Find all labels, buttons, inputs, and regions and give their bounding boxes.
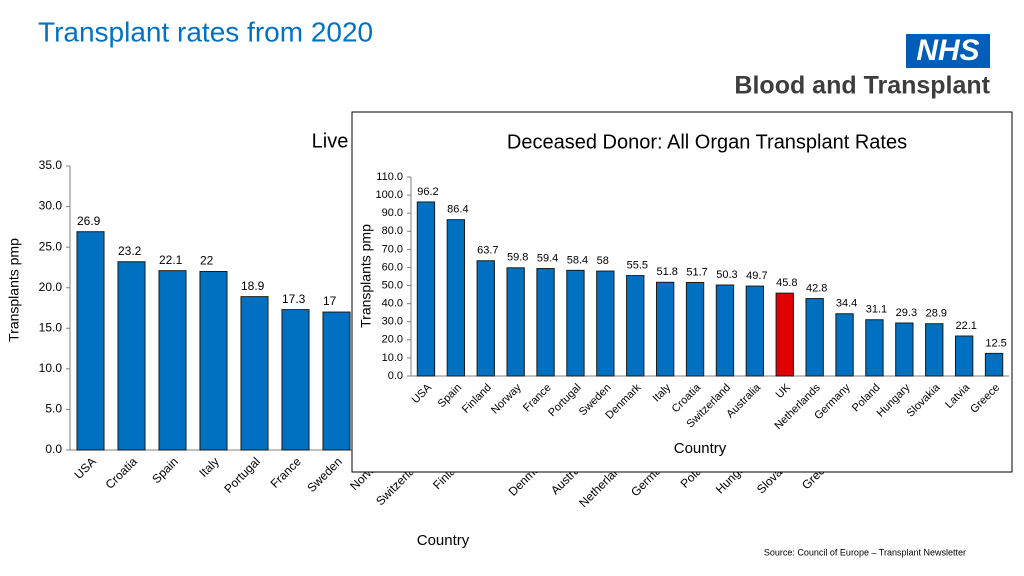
y-tick-label: 35.0 (39, 158, 63, 172)
value-label: 34.4 (836, 298, 857, 310)
y-tick-label: 30.0 (39, 199, 63, 213)
value-label: 45.8 (776, 277, 797, 289)
bar (240, 296, 269, 451)
chart-title: Live (312, 130, 349, 152)
y-tick-label: 50.0 (382, 279, 403, 291)
x-tick-label: USA (72, 454, 99, 481)
source-note: Source: Council of Europe – Transplant N… (764, 547, 966, 557)
bar (446, 219, 466, 377)
bar (416, 201, 436, 377)
value-label: 17.3 (282, 292, 306, 306)
bar (117, 261, 146, 451)
value-label: 59.4 (537, 252, 558, 264)
bar (745, 285, 765, 377)
value-label: 49.7 (746, 270, 767, 282)
y-tick-label: 10.0 (382, 352, 403, 364)
y-tick-label: 110.0 (376, 171, 403, 183)
y-tick-label: 100.0 (375, 189, 403, 201)
bar (655, 281, 675, 377)
y-tick-label: 20.0 (39, 280, 63, 294)
bar (281, 309, 310, 451)
y-tick-label: 0.0 (388, 370, 403, 382)
value-label: 18.9 (241, 279, 265, 293)
deceased-donor-chart: Deceased Donor: All Organ Transplant Rat… (351, 111, 1013, 473)
logo-box (906, 34, 990, 68)
value-label: 29.3 (896, 307, 917, 319)
bar (536, 268, 555, 377)
bar (805, 298, 824, 377)
y-tick-label: 5.0 (45, 402, 62, 416)
bar (715, 284, 735, 377)
value-label: 23.2 (118, 244, 142, 258)
bar (775, 292, 794, 377)
y-tick-label: 15.0 (39, 320, 63, 334)
x-tick-label: France (268, 454, 305, 491)
y-tick-label: 60.0 (382, 261, 403, 273)
logo-mark: NHS (916, 34, 979, 67)
bar (895, 322, 914, 377)
value-label: 59.8 (507, 252, 528, 264)
value-label: 31.1 (866, 304, 887, 316)
bar (626, 275, 645, 377)
value-label: 51.8 (656, 266, 677, 278)
value-label: 51.7 (686, 266, 707, 278)
value-label: 55.5 (627, 260, 648, 272)
bar (322, 311, 351, 451)
x-tick-label: Sweden (304, 454, 345, 495)
value-label: 96.2 (417, 186, 438, 198)
bar (76, 231, 105, 451)
bar (596, 270, 615, 377)
bar (984, 352, 1004, 377)
bar (865, 319, 884, 377)
bar (158, 270, 187, 451)
value-label: 58 (597, 255, 609, 267)
y-tick-label: 40.0 (382, 298, 403, 310)
bar (199, 270, 228, 451)
y-tick-label: 90.0 (382, 207, 403, 219)
value-label: 22.1 (159, 253, 183, 267)
y-tick-label: 20.0 (382, 334, 403, 346)
x-tick-label: Italy (196, 454, 221, 479)
x-axis-label: Country (674, 440, 727, 457)
y-tick-label: 70.0 (382, 243, 403, 255)
x-tick-label: Spain (149, 454, 181, 486)
value-label: 22 (200, 254, 214, 268)
slide-title: Transplant rates from 2020 (38, 16, 373, 47)
x-tick-label: Portugal (221, 454, 263, 496)
bar (925, 323, 944, 377)
y-tick-label: 10.0 (39, 361, 63, 375)
value-label: 50.3 (716, 269, 737, 281)
bar (476, 260, 495, 377)
bar (954, 335, 974, 377)
bar (835, 313, 854, 377)
logo-organisation: Blood and Transplant (734, 72, 990, 100)
y-tick-label: 80.0 (382, 225, 403, 237)
x-tick-label: Croatia (103, 454, 140, 491)
value-label: 63.7 (477, 245, 498, 257)
value-label: 26.9 (77, 214, 101, 228)
value-label: 58.4 (567, 254, 588, 266)
bar (685, 281, 705, 377)
y-tick-label: 25.0 (39, 239, 63, 253)
value-label: 28.9 (926, 308, 947, 320)
value-label: 17 (323, 294, 337, 308)
value-label: 22.1 (955, 320, 976, 332)
value-label: 42.8 (806, 282, 827, 294)
x-axis-label: Country (417, 532, 470, 549)
value-label: 86.4 (447, 204, 468, 216)
y-axis-label: Transplants pmp (6, 238, 22, 342)
y-axis-label: Transplants pmp (358, 224, 374, 328)
value-label: 12.5 (985, 337, 1006, 349)
y-tick-label: 0.0 (45, 442, 62, 456)
chart-title: Deceased Donor: All Organ Transplant Rat… (507, 131, 907, 153)
bar (506, 267, 525, 377)
y-tick-label: 30.0 (382, 316, 403, 328)
bar (566, 269, 585, 377)
